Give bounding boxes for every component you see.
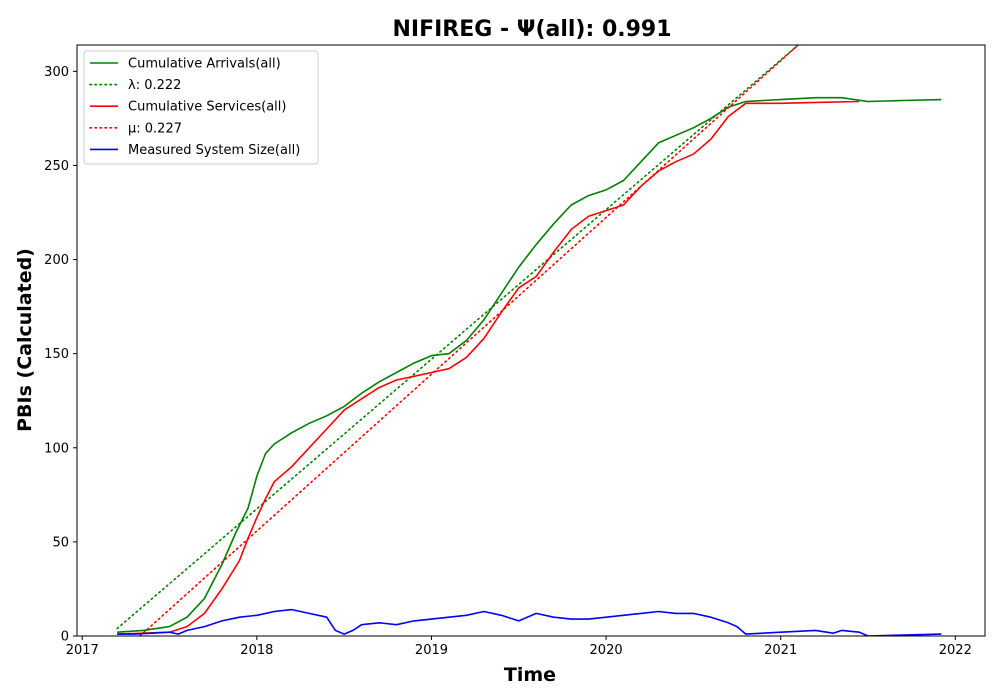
plot-frame [76, 44, 986, 637]
y-axis: 0 50 100 150 200 250 300 [44, 65, 77, 645]
x-tick-label-4: 2021 [764, 643, 797, 658]
y-tick-label-2: 100 [44, 441, 69, 456]
x-axis: 2017 2018 2019 2020 2021 2022 [66, 636, 972, 658]
y-tick-label-0: 0 [61, 630, 69, 645]
series-line-0 [117, 96, 942, 633]
x-tick-label-0: 2017 [66, 643, 99, 658]
x-axis-label: Time [504, 664, 556, 686]
legend-label-4: Measured System Size(all) [128, 143, 300, 158]
legend-label-2: Cumulative Services(all) [128, 100, 286, 115]
plot-series [116, 45, 942, 636]
series-line-3 [139, 45, 799, 636]
series-line-1 [116, 45, 799, 630]
x-tick-label-5: 2022 [939, 643, 972, 658]
series-line-2 [117, 100, 860, 635]
y-tick-label-5: 250 [44, 159, 69, 174]
legend-label-3: μ: 0.227 [128, 121, 182, 136]
y-tick-label-6: 300 [44, 65, 69, 80]
x-tick-label-2: 2019 [415, 643, 448, 658]
legend-label-1: λ: 0.222 [128, 78, 181, 93]
y-tick-label-3: 150 [44, 347, 69, 362]
x-tick-label-3: 2020 [590, 643, 623, 658]
y-tick-label-4: 200 [44, 253, 69, 268]
series-line-4 [117, 608, 942, 636]
legend: Cumulative Arrivals(all) λ: 0.222 Cumulati… [83, 50, 319, 165]
legend-label-0: Cumulative Arrivals(all) [128, 57, 281, 72]
x-tick-label-1: 2018 [240, 643, 273, 658]
y-tick-label-1: 50 [52, 535, 69, 550]
chart-title: NIFIREG - Ψ(all): 0.991 [392, 17, 671, 42]
legend-box [83, 50, 319, 165]
y-axis-label: PBIs (Calculated) [14, 248, 36, 432]
